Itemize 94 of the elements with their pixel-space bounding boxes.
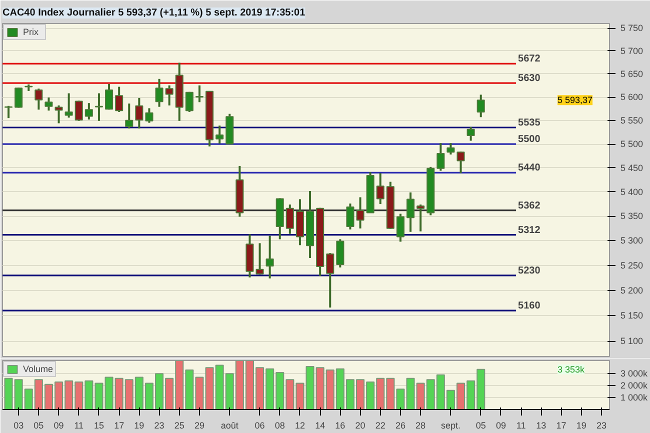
candlestick: [326, 252, 334, 309]
x-tick-label: sept.: [440, 420, 460, 430]
candlestick: [376, 172, 384, 206]
ref-line-label: 5440: [518, 162, 541, 174]
x-tick-label: 23: [596, 420, 606, 430]
y-tick-label: 5 350: [620, 211, 644, 222]
candlestick: [94, 92, 103, 122]
candlestick: [125, 102, 134, 130]
x-tick-label: 05: [34, 420, 44, 430]
candlestick: [14, 86, 23, 109]
candlestick: [346, 202, 354, 230]
ref-line-label: 5230: [518, 265, 541, 276]
candlestick: [74, 100, 83, 122]
candlestick: [336, 238, 344, 268]
y-tick-label: 5 500: [620, 139, 644, 150]
candlestick: [266, 234, 274, 280]
candlestick: [456, 150, 465, 174]
x-tick-label: 25: [174, 420, 184, 430]
candlestick: [195, 84, 204, 104]
candlestick: [135, 96, 144, 130]
x-tick-label: 28: [416, 420, 426, 430]
ref-line-label: 5160: [518, 300, 541, 312]
y-tick-label: 5 300: [620, 236, 644, 246]
x-tick-label: 06: [254, 420, 265, 430]
y-tick-label: 5 100: [620, 336, 644, 346]
y-tick-label: 5 650: [620, 68, 644, 79]
x-tick-label: 11: [74, 420, 84, 430]
x-tick-label: 20: [355, 420, 366, 430]
annotation: 5 593,37: [558, 95, 593, 106]
candlestick: [115, 86, 124, 113]
candlestick: [406, 191, 415, 233]
y-tick-label: 2 000k: [620, 380, 648, 391]
x-tick-label: 05: [476, 420, 486, 430]
y-tick-label: 5 600: [620, 92, 644, 102]
y-tick-label: 5 250: [620, 260, 644, 270]
legend-label: Prix: [23, 27, 40, 37]
y-tick-label: 5 200: [620, 285, 644, 296]
candlestick: [34, 88, 43, 111]
x-tick-label: 29: [194, 420, 204, 430]
candlestick: [436, 142, 445, 172]
candlestick: [216, 124, 224, 145]
legend-label: Volume: [23, 364, 54, 374]
candlestick: [4, 104, 13, 120]
y-tick-label: 5 700: [620, 46, 644, 56]
candlestick: [44, 96, 53, 112]
x-tick-label: 17: [114, 420, 124, 430]
candlestick: [155, 78, 164, 108]
x-tick-label: 09: [54, 420, 64, 430]
x-tick-label: 23: [154, 420, 164, 430]
annotation: 3 353k: [558, 364, 586, 374]
candlestick: [286, 204, 294, 235]
candlestick: [396, 212, 404, 243]
candlestick: [165, 84, 174, 106]
candlestick: [64, 92, 73, 119]
ref-line-label: 5362: [518, 200, 541, 212]
x-tick-label: 19: [576, 420, 586, 430]
y-tick-label: 5 400: [620, 186, 644, 197]
x-tick-label: 17: [556, 420, 566, 430]
y-tick-label: 5 150: [620, 310, 644, 321]
x-tick-label: 11: [516, 420, 526, 430]
candlestick: [356, 196, 364, 230]
x-tick-label: 08: [274, 420, 285, 430]
candlestick: [256, 242, 264, 276]
y-tick-label: 1 000k: [620, 392, 648, 403]
candlestick: [54, 104, 63, 124]
x-tick-label: 22: [375, 420, 386, 430]
x-tick-label: 13: [536, 420, 546, 430]
candlestick: [105, 83, 114, 111]
x-tick-label: 16: [335, 420, 346, 430]
x-tick-label: 14: [315, 420, 326, 430]
candlestick: [446, 142, 455, 156]
x-tick-label: 15: [94, 420, 104, 430]
ref-line-label: 5535: [518, 117, 541, 128]
x-tick-label: 26: [395, 420, 406, 430]
ref-line-label: 5500: [518, 134, 541, 146]
candlestick: [185, 90, 194, 113]
ref-line-label: 5630: [518, 73, 541, 84]
candlestick: [476, 94, 485, 118]
candlestick: [84, 102, 93, 120]
x-tick-label: 03: [14, 420, 24, 430]
ref-line-label: 5312: [518, 224, 541, 236]
candlestick: [416, 204, 425, 232]
x-tick-label: août: [220, 420, 239, 430]
y-tick-label: 5 550: [620, 115, 644, 126]
y-tick-label: 3 000k: [620, 368, 648, 379]
chart-title: CAC40 Index Journalier 5 593,37 (+1,11 %) 5 sept. 2019 17:35:01: [2, 8, 306, 18]
ref-line-label: 5672: [518, 54, 541, 65]
candlestick: [466, 126, 475, 142]
x-tick-label: 12: [294, 420, 305, 430]
y-tick-label: 5 450: [620, 162, 644, 173]
x-tick-label: 09: [496, 420, 506, 430]
candlestick: [145, 107, 154, 124]
y-tick-label: 5 750: [620, 23, 644, 34]
x-tick-label: 19: [134, 420, 144, 430]
